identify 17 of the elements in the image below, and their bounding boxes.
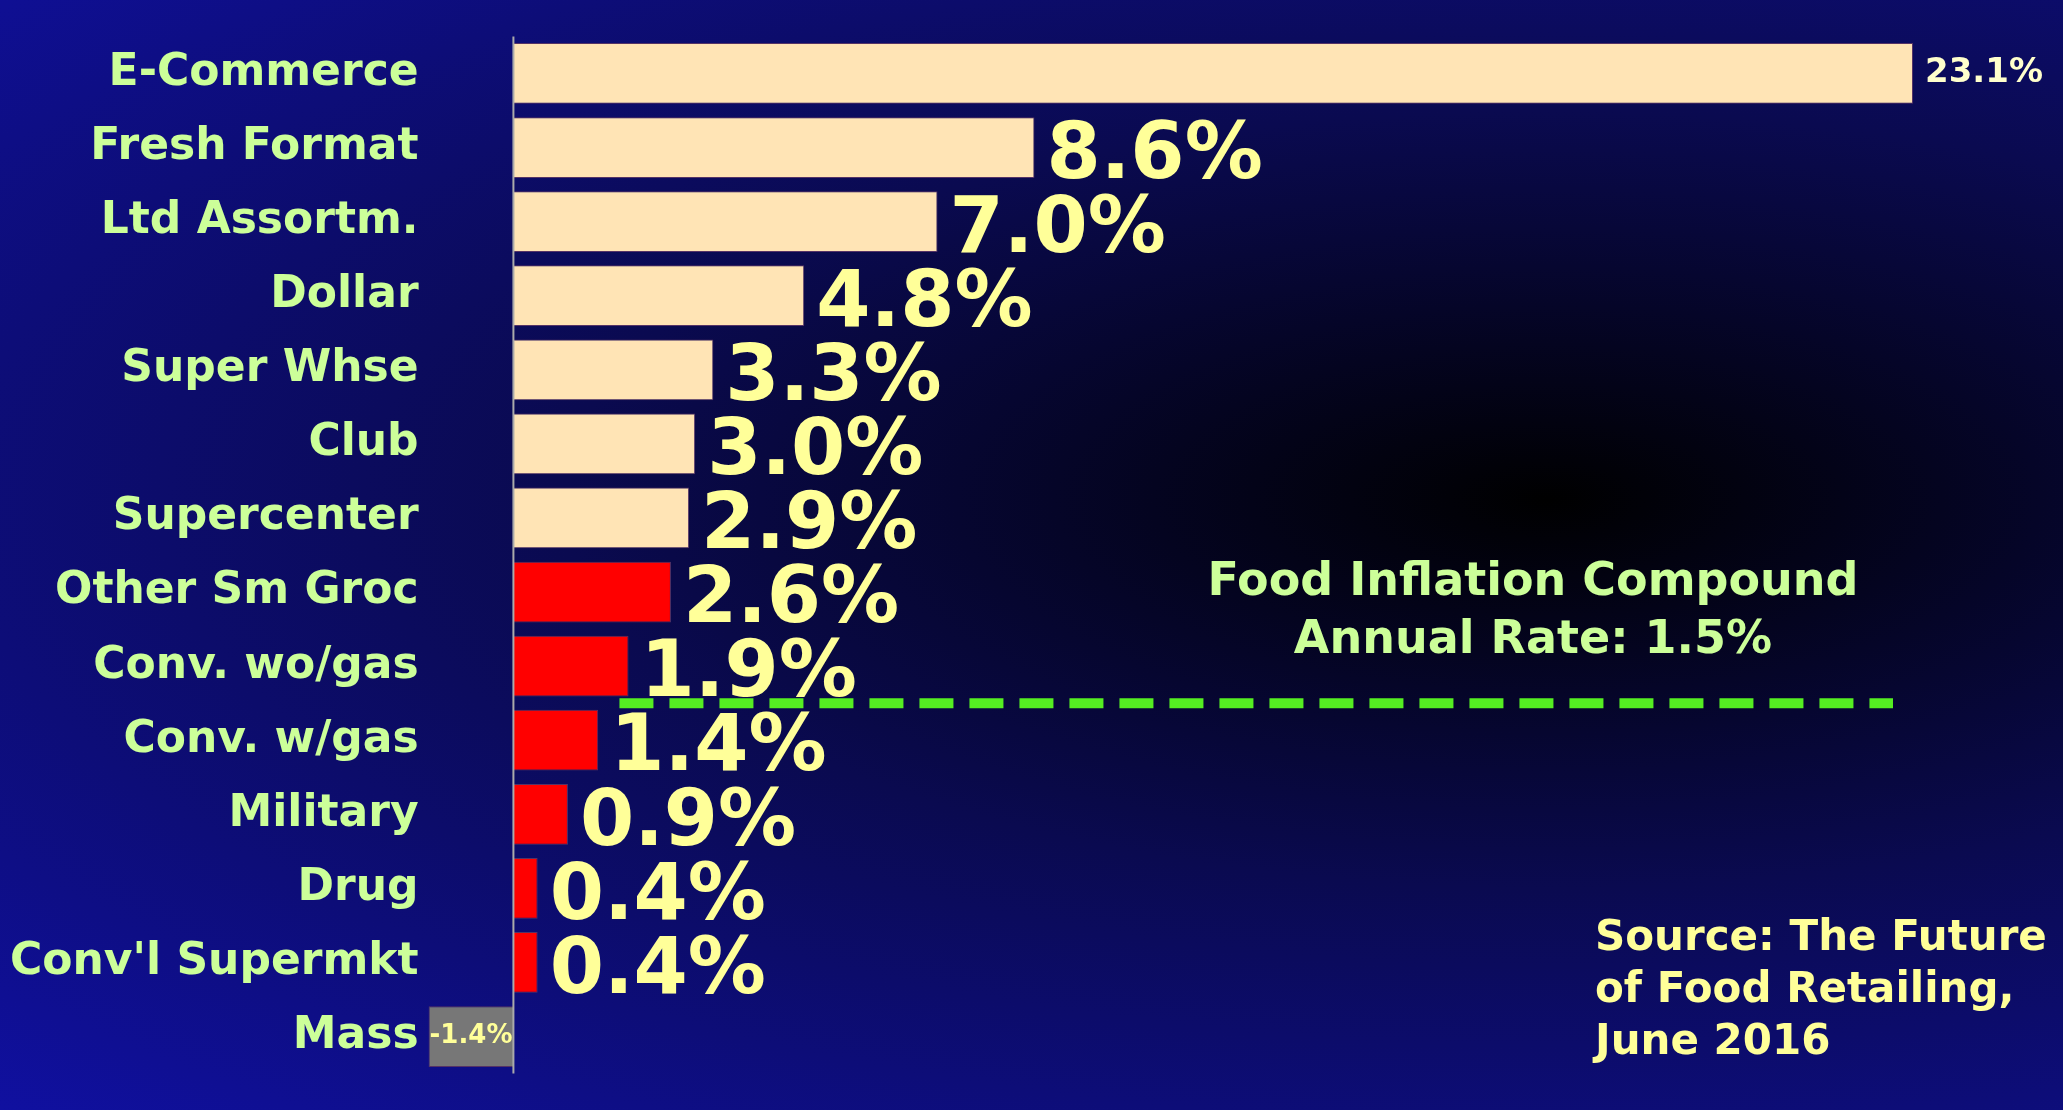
y-tick-label: Other Sm Groc <box>54 562 419 614</box>
y-tick-label: Military <box>228 784 419 836</box>
y-tick-label: Conv. wo/gas <box>93 636 419 688</box>
y-tick-label: Club <box>308 414 419 466</box>
data-label: 23.1% <box>1925 50 2043 91</box>
y-tick-label: Dollar <box>270 266 419 318</box>
y-tick-label: Conv. w/gas <box>123 710 419 762</box>
y-tick-label: Supercenter <box>112 488 419 540</box>
y-tick-label: Mass <box>292 1006 419 1058</box>
data-label: -1.4% <box>429 1019 513 1050</box>
y-tick-label: E-Commerce <box>108 43 419 95</box>
y-tick-label: Conv'l Supermkt <box>10 932 419 984</box>
y-tick-label: Super Whse <box>121 340 419 392</box>
y-tick-label: Drug <box>297 858 419 910</box>
y-tick-label: Ltd Assortm. <box>100 192 419 244</box>
ref-line-label: Food Inflation Compound Annual Rate: 1.5% <box>1207 552 1859 665</box>
y-tick-label: Fresh Format <box>90 117 419 169</box>
